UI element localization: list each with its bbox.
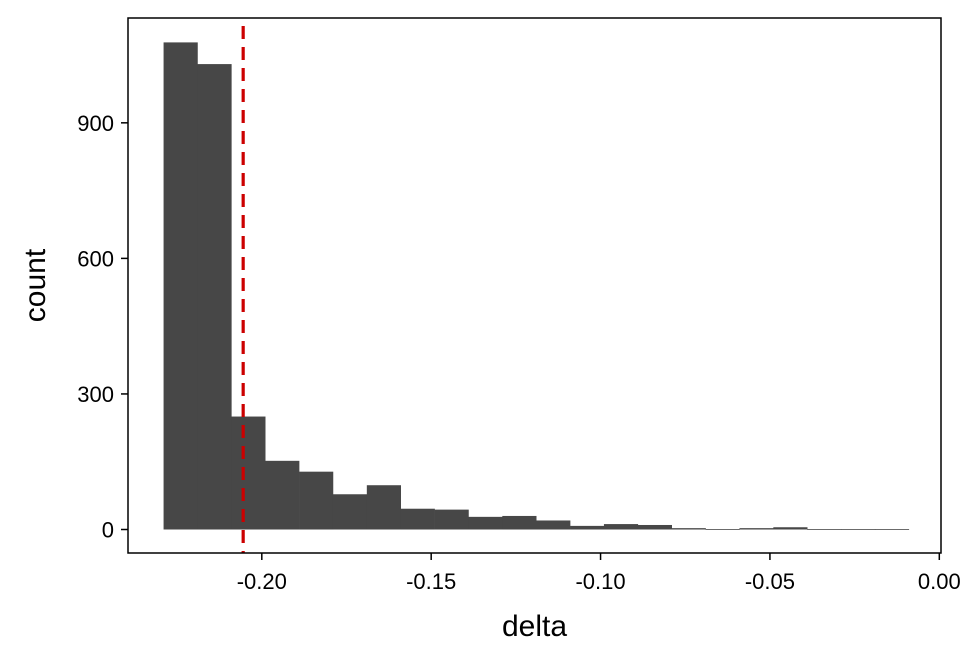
histogram-bar: [163, 42, 198, 530]
y-tick-label: 900: [77, 111, 114, 136]
histogram-bar: [231, 416, 266, 530]
histogram-bar: [705, 529, 740, 530]
histogram-bar: [468, 516, 503, 530]
histogram-bar: [197, 64, 232, 530]
bars-group: [163, 42, 910, 530]
histogram-bar: [502, 515, 537, 530]
x-tick-label: -0.15: [406, 569, 456, 594]
x-tick-label: -0.20: [237, 569, 287, 594]
histogram-bar: [773, 527, 808, 530]
plot-frame: [127, 17, 942, 554]
histogram-bar: [874, 529, 910, 530]
y-tick-label: 600: [77, 246, 114, 271]
x-tick-label: -0.05: [745, 569, 795, 594]
histogram-bar: [332, 494, 368, 530]
y-axis-ticks: 0 300 600 900: [77, 111, 128, 543]
x-tick-label: -0.10: [575, 569, 625, 594]
histogram-bar: [434, 509, 469, 530]
histogram-bar: [400, 508, 435, 530]
histogram-bar: [265, 460, 300, 530]
histogram-bar: [299, 471, 334, 530]
histogram-bar: [739, 528, 774, 530]
x-tick-label: 0.00: [918, 569, 960, 594]
y-tick-label: 0: [102, 518, 114, 543]
histogram-bar: [536, 520, 571, 530]
histogram-bar: [841, 529, 876, 530]
x-axis-ticks: -0.20 -0.15 -0.10 -0.05 0.00: [237, 553, 960, 594]
histogram-bar: [637, 524, 672, 530]
y-tick-label: 300: [77, 382, 114, 407]
x-axis-label: delta: [502, 610, 567, 643]
histogram-bar: [603, 524, 639, 530]
histogram-bar: [807, 529, 842, 530]
y-axis-label: count: [19, 248, 52, 322]
histogram-bar: [366, 485, 401, 530]
histogram-bar: [671, 528, 706, 530]
histogram-bar: [570, 525, 605, 530]
